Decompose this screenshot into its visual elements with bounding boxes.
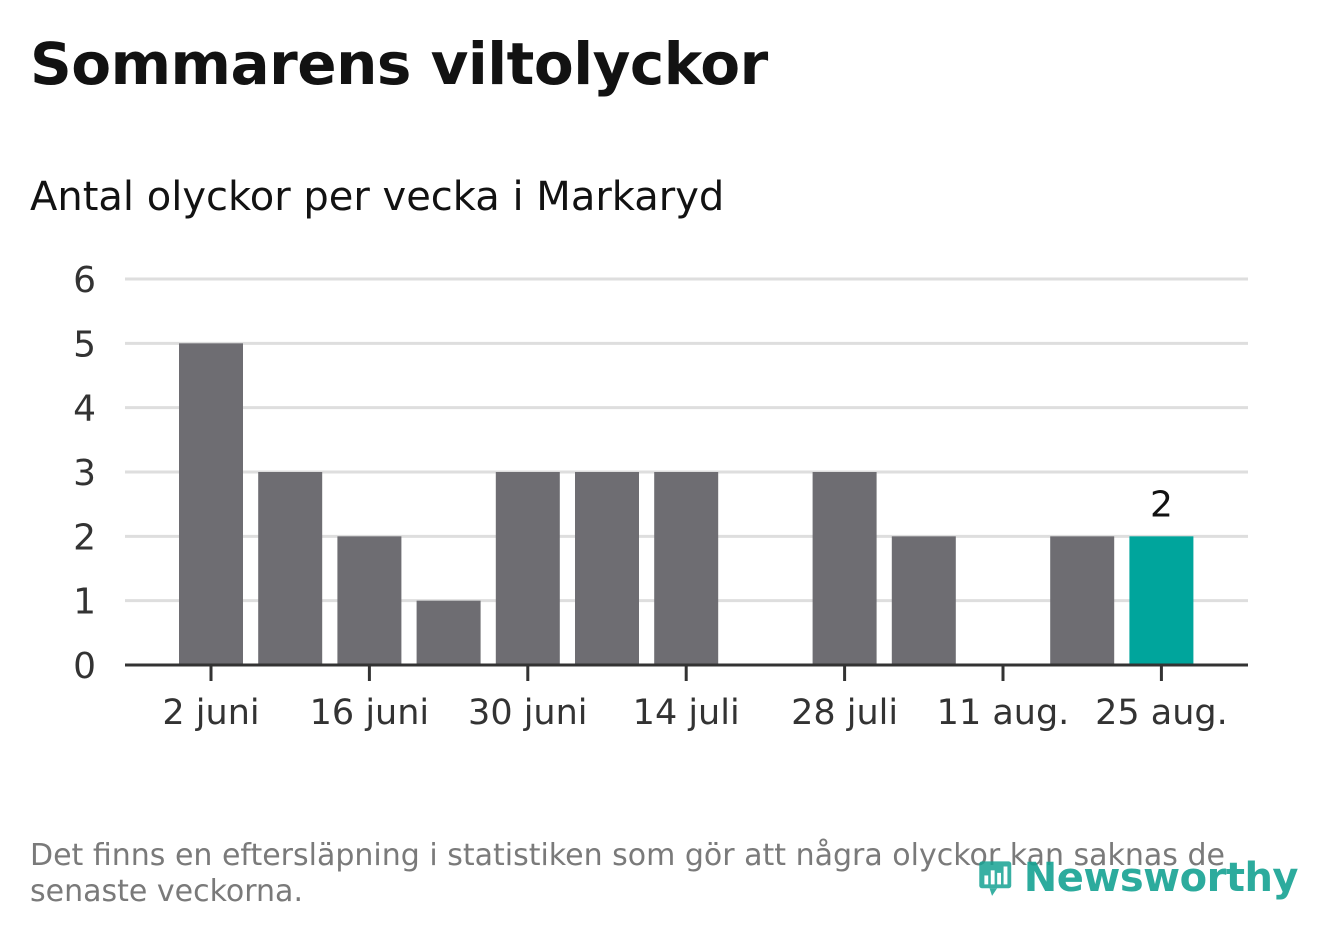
y-tick-label: 3 xyxy=(73,453,96,494)
y-tick-label: 6 xyxy=(73,260,96,301)
bar xyxy=(416,600,481,665)
chart-subtitle: Antal olyckor per vecka i Markaryd xyxy=(30,174,725,220)
y-tick-label: 0 xyxy=(73,646,96,687)
bar xyxy=(1129,536,1194,665)
bar xyxy=(654,472,719,665)
y-tick-label: 4 xyxy=(73,389,96,430)
x-tick-label: 14 juli xyxy=(633,693,740,733)
x-tick-label: 28 juli xyxy=(791,693,898,733)
bar xyxy=(812,472,877,665)
bar xyxy=(258,472,323,665)
bar xyxy=(891,536,956,665)
x-tick-label: 30 juni xyxy=(468,693,587,733)
x-tick-label: 25 aug. xyxy=(1095,693,1228,733)
bar xyxy=(575,472,639,665)
data-label: 2 xyxy=(1150,484,1173,525)
x-axis-ticks: 2 juni 16 juni 30 juni 14 juli 28 juli 11 aug… xyxy=(162,665,1228,733)
y-tick-label: 5 xyxy=(73,324,96,365)
bar xyxy=(179,343,243,665)
bars xyxy=(179,343,1194,665)
x-tick-label: 16 juni xyxy=(310,693,429,733)
x-tick-label: 11 aug. xyxy=(937,693,1070,733)
x-tick-label: 2 juni xyxy=(162,693,259,733)
bar-chart: 0 1 2 3 4 5 6 2 juni 16 juni 30 juni 14 juli 28 ju… xyxy=(73,260,1248,733)
newsworthy-logo-icon xyxy=(979,861,1012,896)
bar xyxy=(495,472,560,665)
bar xyxy=(1050,536,1115,665)
y-axis-ticks: 0 1 2 3 4 5 6 xyxy=(73,260,96,687)
y-tick-label: 2 xyxy=(73,517,96,558)
brand-name: Newsworthy xyxy=(1023,855,1299,901)
brand-logo: Newsworthy xyxy=(978,838,1299,918)
data-labels: 2 xyxy=(1150,484,1173,525)
y-tick-label: 1 xyxy=(73,582,96,623)
bar xyxy=(337,536,402,665)
chart-title: Sommarens viltolyckor xyxy=(30,30,768,98)
footnote: Det finns en eftersläpning i statistiken… xyxy=(30,838,1225,909)
